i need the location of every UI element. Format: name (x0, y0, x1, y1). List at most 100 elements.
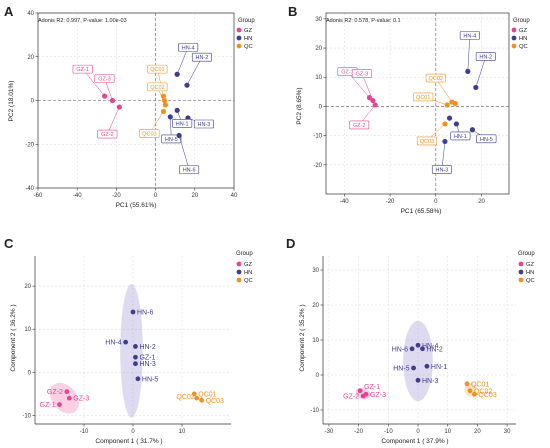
label-box (191, 52, 212, 62)
label-leader-line (176, 47, 189, 75)
legend-marker (511, 35, 517, 41)
data-point (357, 388, 363, 394)
label-leader-line (82, 68, 105, 97)
legend: Group GZ HN QC (511, 18, 530, 50)
y-tick-label: 0 (319, 104, 323, 110)
label-box (97, 129, 118, 139)
x-axis-label: PC1 (65.58%) (401, 208, 442, 215)
point-label: QC02 (176, 394, 194, 401)
x-tick-label: 20 (474, 429, 481, 435)
confidence-ellipse-hn (403, 320, 433, 402)
series-gz: GZ-1 GZ-2 GZ-3 (343, 384, 386, 401)
data-point (452, 100, 458, 107)
panel-letter: A (4, 4, 14, 19)
point-label: GZ-2 (343, 394, 359, 401)
point-label: GZ-3 (370, 392, 386, 399)
point-label: GZ-2 (353, 123, 366, 129)
legend-label: HN (244, 270, 252, 276)
point-label: HN-6 (137, 310, 153, 317)
y-tick-label: -10 (22, 413, 31, 419)
series-qc: QC02 QC03 QC01 (413, 73, 458, 146)
y-tick-label: -20 (313, 163, 322, 169)
point-label: HN-4 (422, 343, 438, 350)
series-qc: QC01 QC02 QC03 (139, 64, 168, 138)
plot-background (326, 13, 509, 194)
x-tick-label: -40 (340, 199, 349, 205)
label-box (147, 82, 168, 92)
point-label: QC01 (198, 391, 216, 398)
x-tick-label: -60 (34, 193, 43, 199)
y-axis-label: Component 2 ( 36.2% ) (10, 304, 17, 371)
data-point (464, 381, 470, 387)
panel-b: B -40 -20 0 20 -20 -10 0 10 20 30 GZ-1 GZ-3 GZ-2 HN-4… (288, 4, 530, 215)
data-point (57, 402, 62, 408)
legend-marker (236, 277, 242, 283)
x-tick-label: 20 (478, 199, 485, 205)
legend-label: GZ (519, 28, 528, 34)
y-tick-label: 10 (315, 75, 322, 81)
x-tick-label: -30 (325, 429, 334, 435)
data-point (135, 376, 141, 382)
point-label: GZ-3 (356, 72, 369, 78)
legend-marker (236, 261, 242, 267)
data-point (64, 389, 70, 395)
point-label: HN-6 (183, 168, 196, 174)
panel-c: C -10 0 10 -10 0 10 20 GZ-2 GZ-3 GZ-1 HN-6 HN-4 HN-2… (4, 236, 253, 445)
label-box (475, 52, 496, 61)
x-tick-label: 0 (131, 429, 135, 435)
x-axis-label: PC1 (55.61%) (116, 202, 157, 209)
data-point (167, 114, 173, 120)
point-label: QC01 (416, 95, 430, 101)
y-tick-label: 20 (312, 303, 319, 309)
label-box (161, 134, 182, 144)
label-box (476, 134, 497, 144)
legend-marker (236, 43, 242, 49)
point-label: GZ-1 (341, 70, 354, 76)
legend-marker (518, 269, 524, 275)
point-label: HN-3 (422, 378, 438, 385)
legend-label: HN (244, 36, 252, 42)
plot-frame (325, 12, 510, 195)
data-point (184, 82, 190, 88)
point-label: HN-3 (436, 167, 449, 173)
label-leader-line (107, 106, 120, 135)
data-point (446, 115, 453, 121)
panel-letter: B (288, 4, 297, 19)
label-box (179, 165, 200, 174)
panel-letter: C (4, 236, 14, 251)
legend-label: GZ (244, 262, 253, 268)
series-hn: HN-6 HN-4HN-2 HN-5 HN-1 HN-3 (392, 343, 448, 385)
data-point (424, 363, 430, 369)
data-point (194, 395, 200, 401)
x-tick-label: -40 (73, 193, 82, 199)
label-leader-line (347, 71, 370, 98)
point-label: GZ-3 (73, 396, 89, 403)
legend-label: QC (244, 278, 253, 284)
label-box (351, 69, 372, 78)
legend-marker (236, 27, 242, 33)
label-box (425, 73, 446, 83)
series-qc: QC01 QC02 QC03 (176, 391, 224, 404)
point-label: GZ-3 (98, 77, 111, 83)
data-point (199, 397, 205, 403)
point-label: QC03 (206, 398, 224, 405)
point-label: GZ-1 (139, 355, 155, 362)
data-point (133, 344, 138, 349)
point-label: HN-1 (176, 121, 189, 127)
y-tick-label: -40 (25, 186, 34, 192)
point-label: QC02 (429, 76, 443, 82)
y-tick-label: 10 (24, 327, 31, 333)
y-tick-label: 10 (312, 338, 319, 344)
series-hn: HN-6 HN-4 HN-2 GZ-1HN-3 HN-5 (105, 310, 158, 384)
legend-marker (236, 35, 242, 41)
adonis-annotation: Adonis R2: 0.578, P-value: 0.1 (326, 18, 401, 24)
point-label: GZ-1 (76, 67, 89, 73)
plot-area: -60 -40 -20 0 20 40-40-2002040GZ-1GZ-3GZ-2HN-… (25, 11, 238, 199)
data-point (130, 309, 136, 315)
label-box (193, 119, 214, 129)
legend-marker (511, 27, 517, 33)
point-label: GZ-1 (364, 384, 380, 391)
